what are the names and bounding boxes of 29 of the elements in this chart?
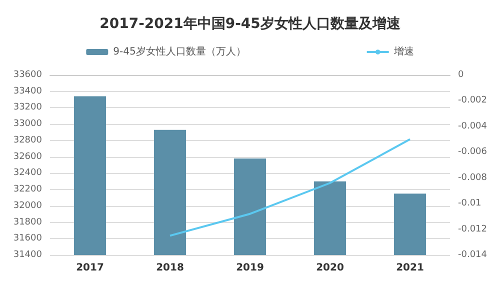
y-tick-label: 33200 [13,102,42,113]
y-tick-label: 32400 [13,168,42,178]
legend-label: 增速 [392,46,414,58]
x-tick-label: 2018 [156,262,184,274]
legend-label: 9-45岁女性人口数量（万人） [113,46,246,58]
chart-title: 2017-2021年中国9-45岁女性人口数量及增速 [100,16,402,32]
y-tick-label: 33000 [13,119,42,130]
line-series [169,138,411,237]
y-tick-label: 32000 [13,200,42,211]
y2-tick-label: -0.006 [458,147,488,158]
y-tick-label: 31400 [13,250,42,260]
y-tick-label: 32800 [13,135,42,146]
y2-tick-label: 0 [458,70,464,80]
x-tick-label: 2017 [76,262,104,274]
x-tick-label: 2020 [316,262,344,274]
y-tick-label: 32200 [13,184,42,195]
y2-tick-label: -0.008 [458,172,488,183]
y2-tick-label: -0.01 [458,198,482,209]
y-tick-label: 33600 [13,70,42,80]
x-tick-label: 2019 [236,262,264,274]
y-tick-label: 33400 [13,86,42,96]
y2-tick-label: -0.002 [458,96,488,106]
y2-tick-label: -0.012 [458,224,488,234]
x-tick-label: 2021 [396,262,424,274]
y-tick-label: 31600 [13,234,42,244]
y-tick-label: 31800 [13,217,42,228]
y-tick-label: 32600 [13,152,42,162]
y2-tick-label: -0.014 [458,250,488,260]
y2-tick-label: -0.004 [458,121,488,132]
